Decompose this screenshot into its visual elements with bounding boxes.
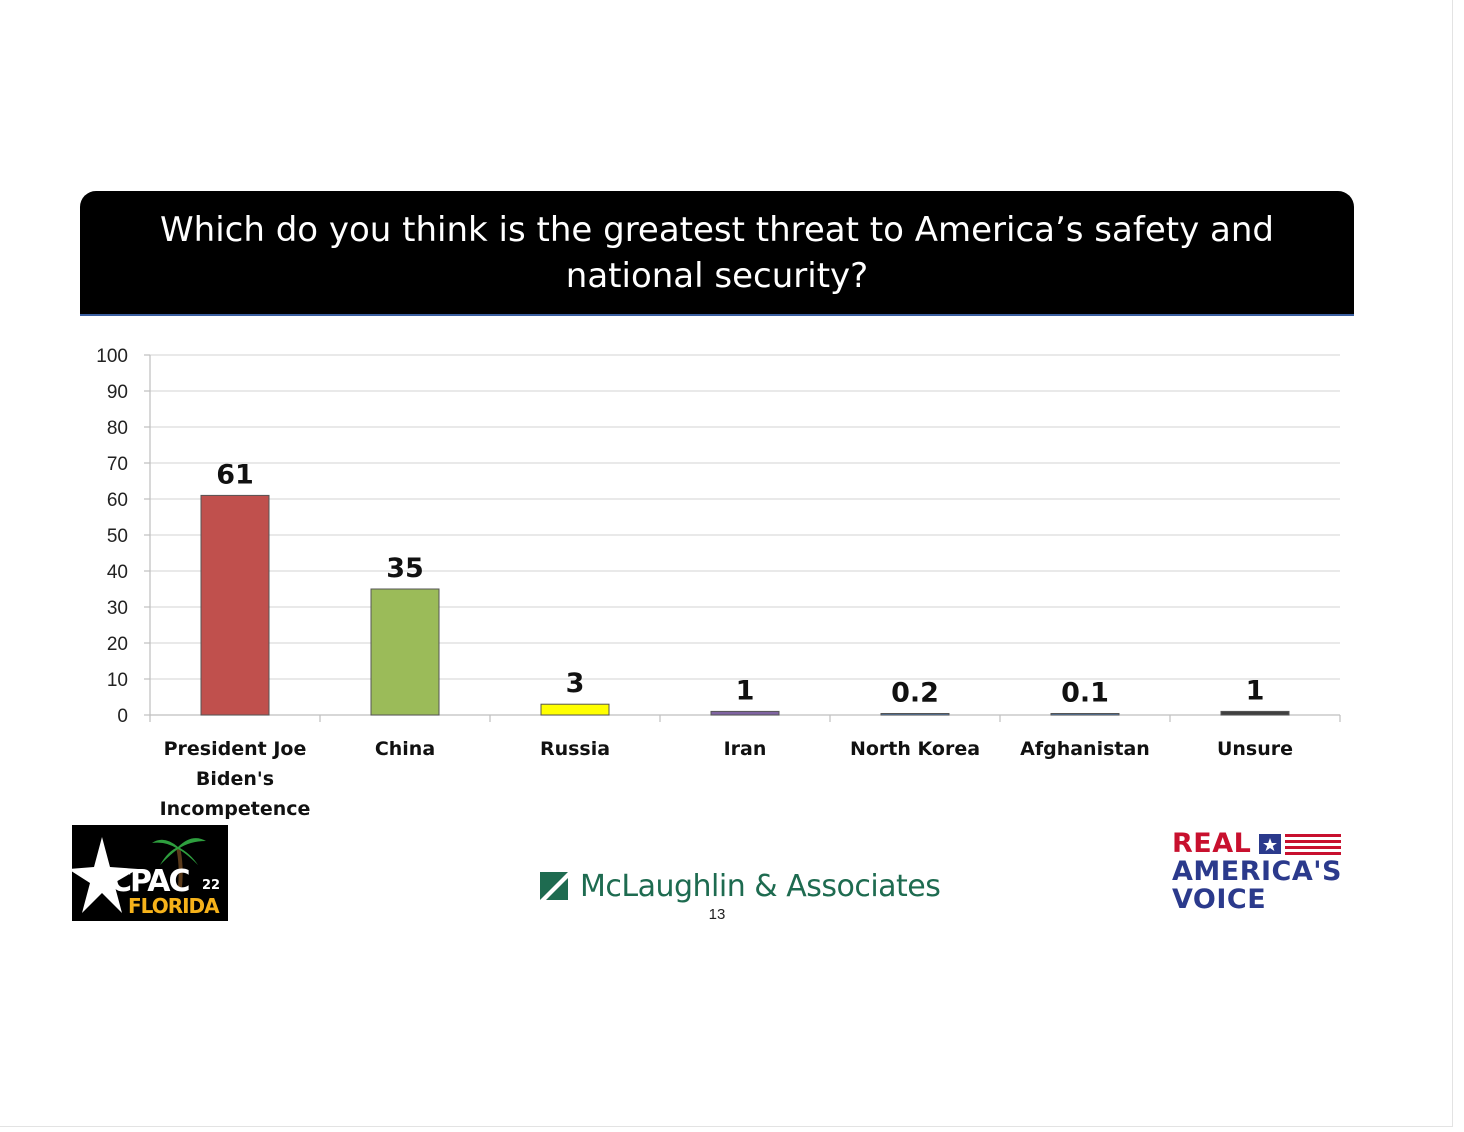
x-tick-label-line: Iran: [724, 738, 767, 760]
data-label: 35: [386, 553, 424, 584]
cpac-logo-sub: FLORIDA: [128, 894, 220, 918]
y-tick-label: 20: [107, 634, 128, 655]
y-tick-label: 70: [107, 454, 128, 475]
y-tick-label: 10: [107, 670, 128, 691]
data-label: 0.2: [891, 678, 939, 709]
page-edge-bottom: [0, 1126, 1453, 1127]
flag-icon: [1259, 834, 1342, 855]
cpac-logo-number: 22: [202, 878, 220, 893]
page-edge-right: [1452, 0, 1453, 1126]
data-label: 1: [1246, 675, 1265, 706]
y-tick-label: 0: [117, 706, 128, 727]
palm-tree-icon: [152, 838, 206, 888]
x-tick-label: Russia: [540, 738, 610, 760]
x-tick-label-line: Biden's: [196, 768, 274, 790]
data-label: 3: [566, 668, 585, 699]
data-label: 61: [216, 459, 254, 490]
bar: [540, 703, 610, 716]
page-number: 13: [708, 906, 726, 923]
x-tick-label: Unsure: [1217, 738, 1293, 760]
y-tick-label: 60: [107, 490, 128, 511]
y-tick-label: 30: [107, 598, 128, 619]
data-label: 1: [736, 675, 755, 706]
real-americas-voice-logo: REAL AMERICA'S VOICE: [1172, 830, 1342, 916]
title-banner: Which do you think is the greatest threa…: [80, 191, 1354, 316]
x-tick-label-line: China: [375, 738, 435, 760]
data-label: 0.1: [1061, 678, 1109, 709]
rav-logo-line1: REAL: [1172, 828, 1252, 859]
x-tick-label-line: Incompetence: [160, 798, 311, 820]
cpac-logo: CPAC 22 FLORIDA: [72, 825, 228, 921]
x-tick-label-line: Afghanistan: [1020, 738, 1150, 760]
mclaughlin-mark-icon: [540, 872, 568, 900]
bar: [880, 713, 950, 716]
cpac-logo-main: CPAC: [110, 864, 189, 899]
y-tick-label: 50: [107, 526, 128, 547]
x-tick-label-line: Unsure: [1217, 738, 1293, 760]
star-icon: [72, 837, 138, 913]
mclaughlin-logo-text: McLaughlin & Associates: [580, 868, 941, 904]
y-tick-label: 40: [107, 562, 128, 583]
x-tick-label: China: [375, 738, 435, 760]
y-tick-label: 90: [107, 382, 128, 403]
rav-logo-line3: VOICE: [1172, 884, 1267, 915]
x-tick-label: President Joe Biden's Incompetence: [160, 738, 311, 820]
bar: [1050, 713, 1120, 716]
x-tick-label-line: North Korea: [850, 738, 980, 760]
y-tick-label: 100: [96, 346, 128, 367]
chart-title: Which do you think is the greatest threa…: [160, 209, 1274, 296]
bar: [1220, 710, 1290, 716]
y-tick-label: 80: [107, 418, 128, 439]
bar: [200, 494, 270, 716]
cpac-logo-graphic: CPAC 22 FLORIDA: [72, 837, 221, 918]
x-tick-label-line: President Joe: [164, 738, 307, 760]
x-tick-label: North Korea: [850, 738, 980, 760]
bar: [370, 588, 440, 716]
bar: [710, 710, 780, 716]
mclaughlin-logo: McLaughlin & Associates: [540, 866, 941, 906]
x-tick-label: Iran: [724, 738, 767, 760]
x-tick-label-line: Russia: [540, 738, 610, 760]
x-tick-label: Afghanistan: [1020, 738, 1150, 760]
rav-logo-line2: AMERICA'S: [1172, 856, 1342, 887]
